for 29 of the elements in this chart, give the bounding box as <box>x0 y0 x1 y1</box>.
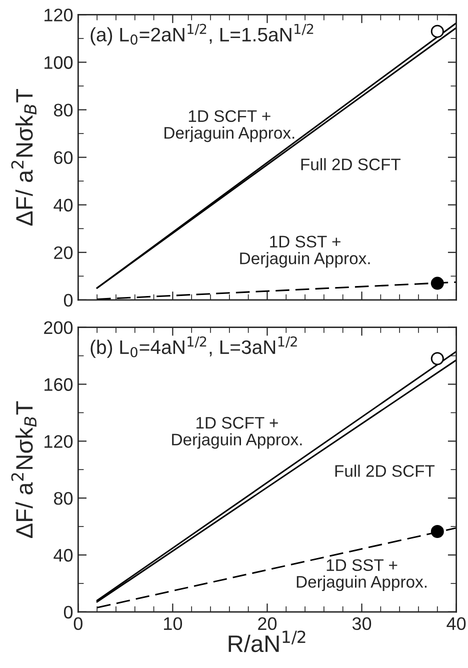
y-axis-title: ΔF/ a$^{2}$Nσk$_{B}$T <box>11 89 36 226</box>
y-axis-title: ΔF/ a$^{2}$Nσk$_{B}$T <box>11 401 36 538</box>
annotation: (a) L$_{0}$=2aN$^{1/2}$, L=1.5aN$^{1/2}$ <box>90 24 314 46</box>
y-tick-label: 40 <box>54 198 73 212</box>
y-tick-label: 20 <box>54 246 73 260</box>
x-tick-label: 20 <box>258 617 277 630</box>
annotation: (b) L$_{0}$=4aN$^{1/2}$, L=3aN$^{1/2}$ <box>90 336 297 358</box>
y-tick-label: 160 <box>44 378 73 391</box>
x-tick-label: 30 <box>352 617 372 630</box>
annotation: Full 2D SCFT <box>301 158 401 170</box>
y-tick-label: 100 <box>44 56 73 69</box>
y-tick-label: 0 <box>64 606 73 619</box>
y-tick-label: 120 <box>44 435 73 448</box>
y-tick-label: 60 <box>54 151 73 164</box>
x-axis-title: R/aN$^{1/2}$ <box>228 630 306 652</box>
y-tick-label: 80 <box>54 492 73 505</box>
y-tick-label: 0 <box>64 294 73 307</box>
annotation: Full 2D SCFT <box>335 464 435 477</box>
annotation: 1D SCFT + Derjaguin Approx. <box>172 416 302 449</box>
x-tick-label: 40 <box>446 617 466 630</box>
annotation: 1D SST + Derjaguin Approx. <box>296 559 426 592</box>
y-tick-label: 200 <box>44 321 73 334</box>
x-tick-label: 0 <box>74 617 82 630</box>
y-tick-label: 40 <box>54 548 73 562</box>
x-tick-label: 10 <box>164 617 182 630</box>
y-tick-label: 80 <box>54 104 73 116</box>
y-tick-label: 120 <box>44 8 73 22</box>
annotation: 1D SCFT + Derjaguin Approx. <box>164 110 294 142</box>
annotation: 1D SST + Derjaguin Approx. <box>240 236 370 268</box>
